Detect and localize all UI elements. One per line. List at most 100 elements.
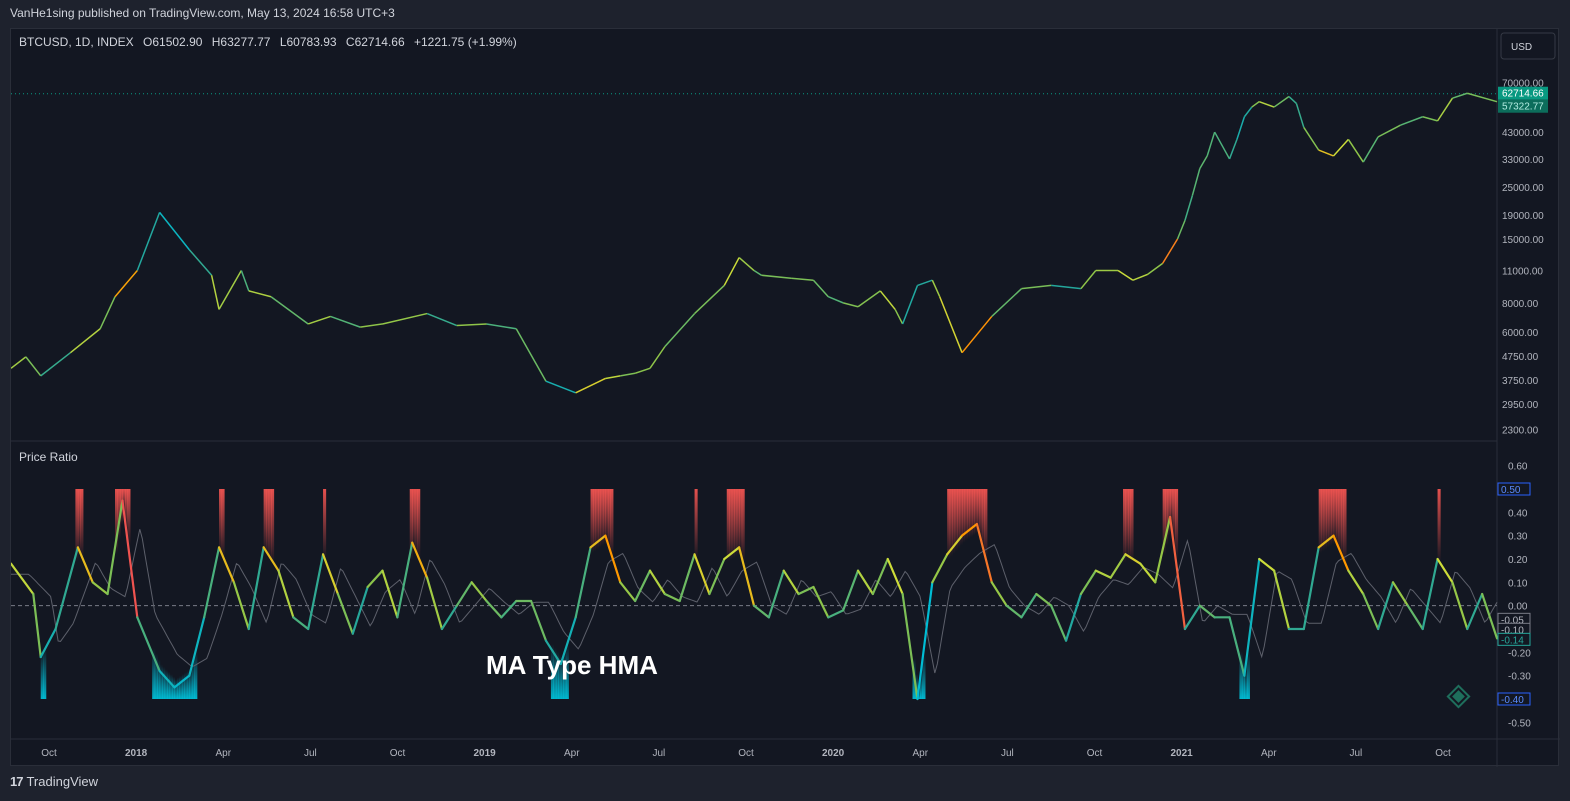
upper-band-fill xyxy=(323,489,327,560)
ratio-segment xyxy=(76,546,94,584)
ratio-segment xyxy=(589,534,607,549)
upper-band-fill xyxy=(1172,489,1176,543)
ratio-segment xyxy=(916,581,934,701)
upper-band-fill xyxy=(122,489,126,512)
lower-band-fill xyxy=(194,651,198,699)
upper-band-fill xyxy=(219,489,223,554)
upper-band-fill xyxy=(263,489,267,554)
lower-band-fill xyxy=(176,677,181,699)
price-segment xyxy=(575,377,606,394)
last-price-tag-label: 62714.66 xyxy=(1502,89,1544,100)
ratio-segment xyxy=(1035,592,1053,607)
ratio-segment xyxy=(232,581,250,631)
upper-band-fill xyxy=(1127,489,1132,561)
upper-band-fill xyxy=(971,489,976,536)
ratio-segment xyxy=(1362,592,1380,631)
upper-band-fill xyxy=(734,489,738,557)
ratio-segment xyxy=(693,553,711,596)
lower-band-fill xyxy=(179,675,183,699)
upper-band-fill xyxy=(597,489,602,548)
ratio-segment xyxy=(1406,604,1424,631)
price-segment xyxy=(360,323,383,328)
lower-band-fill xyxy=(563,651,567,699)
lower-band-fill xyxy=(1241,659,1245,699)
ratio-segment xyxy=(158,669,176,689)
price-segment xyxy=(248,290,272,298)
indicator-axis[interactable]: 0.60 0.40 0.30 0.20 0.10 0.00 -0.20 -0.30 -0.50 0… xyxy=(1497,462,1531,730)
lower-band-fill xyxy=(181,673,185,699)
price-segment xyxy=(1236,116,1246,140)
footer-brand[interactable]: 17 TradingView xyxy=(10,774,98,789)
upper-band-fill xyxy=(602,489,606,545)
ratio-segment xyxy=(856,569,874,596)
ratio-segment xyxy=(351,585,369,635)
indicator-tick-label: -0.30 xyxy=(1508,672,1531,683)
time-axis[interactable]: Oct 2018 Apr Jul Oct 2019 Apr Jul Oct 2020 Apr Jul O… xyxy=(41,748,1451,759)
ratio-segment xyxy=(39,627,57,659)
price-segment xyxy=(136,212,161,271)
time-tick-label: Jul xyxy=(1349,748,1362,759)
price-segment xyxy=(1347,138,1364,163)
ratio-segment xyxy=(91,581,109,596)
price-segment xyxy=(40,352,71,377)
price-segment xyxy=(1162,238,1179,264)
indicator-pane[interactable] xyxy=(11,489,1499,701)
upper-band-fill xyxy=(127,489,131,547)
ratio-segment xyxy=(321,553,340,596)
lower-band-fill xyxy=(167,671,171,699)
upper-band-fill xyxy=(221,489,225,559)
lower-band-fill xyxy=(189,668,193,699)
chart-container[interactable]: BTCUSD, 1D, INDEX O61502.90 H63277.77 L6… xyxy=(10,28,1560,767)
lower-band-fill xyxy=(1244,668,1248,699)
price-segment xyxy=(738,256,755,272)
ratio-segment xyxy=(1243,557,1261,677)
indicator-value-tag-label: 0.50 xyxy=(1501,485,1521,496)
ratio-segment xyxy=(901,592,919,701)
indicator-value-tag xyxy=(1497,692,1531,706)
lower-band-fill xyxy=(169,674,173,699)
price-segment xyxy=(69,328,101,354)
price-pane[interactable] xyxy=(11,92,1498,394)
low-value: L60783.93 xyxy=(280,35,337,49)
upper-band-fill xyxy=(268,489,272,561)
lower-band-fill xyxy=(560,658,564,699)
price-axis[interactable]: 70000.00 43000.00 33000.00 25000.00 19000.00… xyxy=(1498,79,1548,437)
price-segment xyxy=(159,211,190,251)
ratio-segment xyxy=(574,546,592,619)
ratio-segment xyxy=(1391,581,1409,607)
ratio-segment xyxy=(217,546,235,584)
ratio-segment xyxy=(366,569,384,589)
indicator-value-tag-label: -0.14 xyxy=(1501,635,1524,646)
currency-button[interactable] xyxy=(1500,32,1556,60)
price-segment xyxy=(1214,131,1231,160)
price-segment xyxy=(188,249,213,276)
upper-band-fill xyxy=(1123,489,1127,563)
lower-band-fill xyxy=(186,670,190,699)
upper-band-fill xyxy=(80,489,84,559)
price-tick-label: 2300.00 xyxy=(1502,425,1539,436)
price-segment xyxy=(1117,269,1134,281)
price-segment xyxy=(1258,100,1275,108)
price-segment xyxy=(1288,95,1297,104)
price-segment xyxy=(1184,195,1194,221)
price-segment xyxy=(545,380,576,394)
price-segment xyxy=(664,313,696,348)
indicator-tick-label: 0.20 xyxy=(1508,555,1528,566)
price-segment xyxy=(426,312,458,327)
ratio-segment xyxy=(1064,592,1083,642)
upper-band-fill xyxy=(726,489,730,562)
price-segment xyxy=(515,328,547,382)
price-segment xyxy=(605,375,621,380)
price-segment xyxy=(25,356,42,377)
upper-band-fill xyxy=(266,489,270,557)
upper-band-fill xyxy=(1321,489,1325,552)
price-segment xyxy=(1362,136,1379,163)
svg-text:BTCUSD, 1D, INDEX O61502: BTCUSD, 1D, INDEX O61502.90 H63277.77 L6… xyxy=(19,35,517,49)
ratio-segment xyxy=(634,569,652,603)
chart-svg[interactable]: BTCUSD, 1D, INDEX O61502.90 H63277.77 L6… xyxy=(11,29,1560,767)
ratio-segment xyxy=(842,569,860,612)
time-tick-label: 2020 xyxy=(822,748,845,759)
upper-band-fill xyxy=(590,489,594,554)
price-segment xyxy=(1132,273,1149,281)
ratio-segment xyxy=(292,616,310,631)
